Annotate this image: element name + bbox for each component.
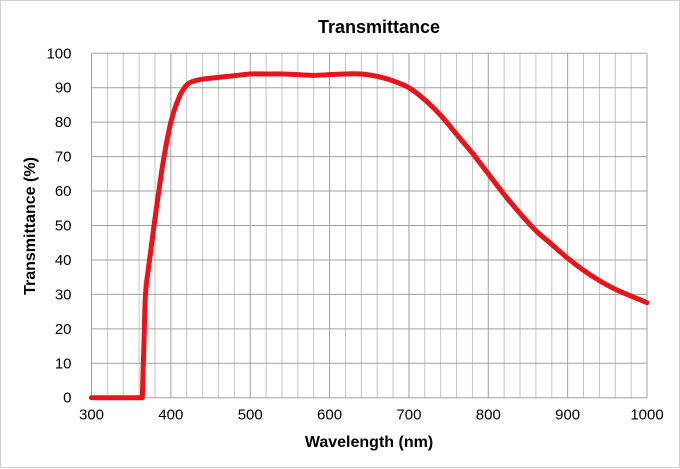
y-tick-label: 10 — [55, 355, 72, 372]
x-axis-label: Wavelength (nm) — [305, 434, 433, 451]
y-tick-label: 30 — [55, 286, 72, 303]
x-tick-label: 600 — [317, 407, 342, 424]
x-tick-label: 400 — [158, 407, 183, 424]
y-tick-label: 0 — [63, 390, 71, 407]
transmittance-line — [89, 71, 650, 401]
x-tick-label: 300 — [79, 407, 104, 424]
x-tick-label: 700 — [396, 407, 421, 424]
y-tick-label: 40 — [55, 252, 72, 269]
x-tick-label: 800 — [476, 407, 501, 424]
chart-title: Transmittance — [318, 17, 440, 37]
y-tick-labels: 0 10 20 30 40 50 60 70 80 90 100 — [46, 45, 71, 406]
y-tick-label: 60 — [55, 183, 72, 200]
x-tick-label: 900 — [555, 407, 580, 424]
y-tick-label: 80 — [55, 114, 72, 131]
y-tick-label: 20 — [55, 321, 72, 338]
x-tick-label: 500 — [238, 407, 263, 424]
y-tick-label: 90 — [55, 80, 72, 97]
y-tick-label: 50 — [55, 218, 72, 235]
y-tick-label: 100 — [46, 45, 71, 62]
y-axis-label: Transmittance (%) — [22, 157, 39, 295]
y-tick-label: 70 — [55, 149, 72, 166]
x-tick-labels: 300 400 500 600 700 800 900 1000 — [79, 407, 664, 424]
x-tick-label: 1000 — [630, 407, 663, 424]
grid — [91, 52, 648, 399]
